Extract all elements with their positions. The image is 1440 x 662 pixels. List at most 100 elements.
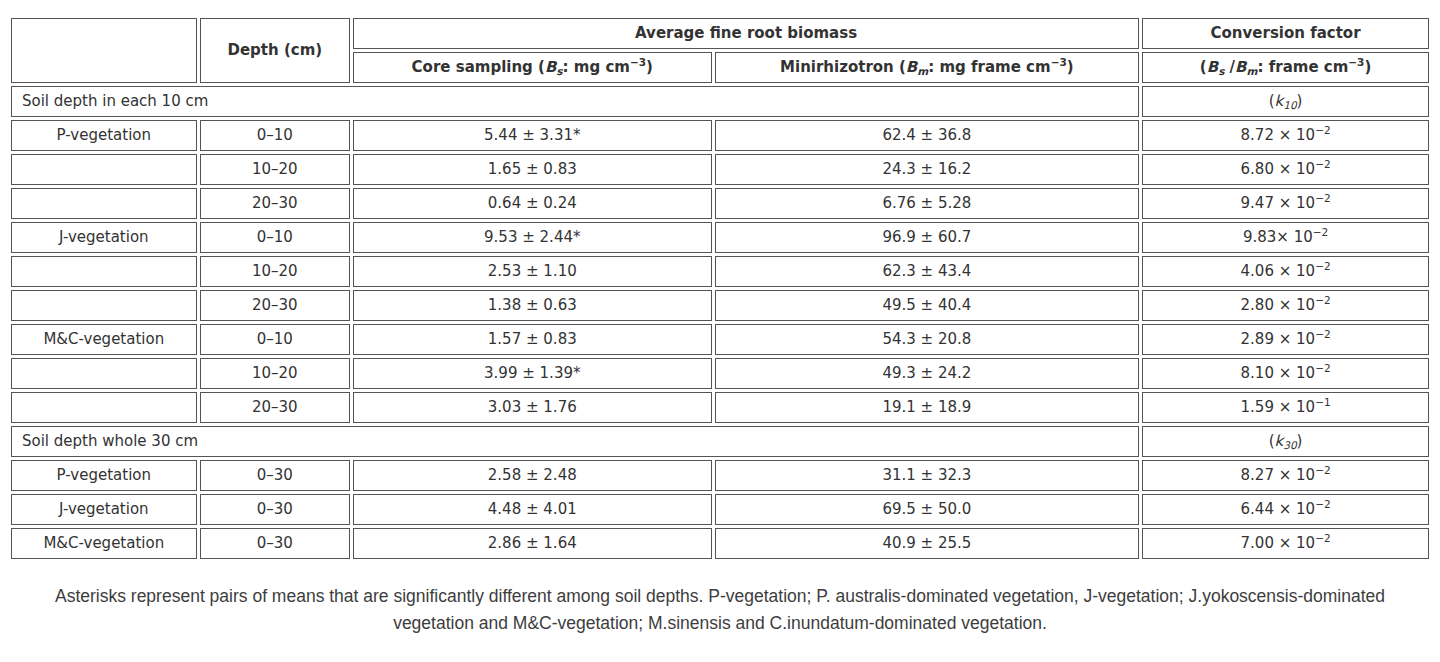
conv-exponent: −1 [1315,396,1330,408]
conversion-factor-header-cell: Conversion factor [1142,18,1429,49]
conversion-value-cell: 1.59 × 10−1 [1142,392,1429,423]
conv-var-Bm: B [1235,58,1246,76]
table-row: 10–20 2.53 ± 1.10 62.3 ± 43.4 4.06 × 10−… [11,256,1429,287]
vegetation-cell: J-vegetation [11,494,197,525]
conv-var-Bs: B [1207,58,1218,76]
table-row: P-vegetation 0–10 5.44 ± 3.31* 62.4 ± 36… [11,120,1429,151]
conversion-value-cell: 6.44 × 10−2 [1142,494,1429,525]
vegetation-cell: M&C-vegetation [11,528,197,559]
k30-cell: (k30) [1142,426,1429,457]
conv-exponent: −2 [1315,124,1330,136]
conversion-value-cell: 6.80 × 10−2 [1142,154,1429,185]
conversion-value-cell: 4.06 × 10−2 [1142,256,1429,287]
table-row: 10–20 3.99 ± 1.39* 49.3 ± 24.2 8.10 × 10… [11,358,1429,389]
depth-cell: 0–30 [200,528,350,559]
depth-cell: 20–30 [200,188,350,219]
conv-exponent: −2 [1315,532,1330,544]
conv-mantissa: 8.72 × 10 [1241,126,1316,144]
conv-exponent: −2 [1315,192,1330,204]
mini-var-sub: m [917,65,928,77]
conv-exponent: −2 [1313,226,1328,238]
conversion-value-cell: 2.89 × 10−2 [1142,324,1429,355]
core-value-cell: 3.03 ± 1.76 [353,392,712,423]
k30-var: k [1275,432,1284,450]
conversion-value-cell: 2.80 × 10−2 [1142,290,1429,321]
depth-cell: 0–10 [200,222,350,253]
depth-cell: 20–30 [200,290,350,321]
core-value-cell: 9.53 ± 2.44* [353,222,712,253]
mini-header-sup: −3 [1051,56,1067,68]
conversion-value-cell: 8.72 × 10−2 [1142,120,1429,151]
header-row-1: Depth (cm) Average fine root biomass Con… [11,18,1429,49]
conv-mantissa: 9.47 × 10 [1241,194,1316,212]
conv-mantissa: 6.80 × 10 [1241,160,1316,178]
mini-header-post: ) [1067,58,1074,76]
table-row: M&C-vegetation 0–30 2.86 ± 1.64 40.9 ± 2… [11,528,1429,559]
mini-var-B: B [906,58,917,76]
depth-cell: 10–20 [200,256,350,287]
conv-exponent: −2 [1315,328,1330,340]
mini-value-cell: 62.4 ± 36.8 [715,120,1140,151]
core-header-post: ) [646,58,653,76]
mini-header-pre: Minirhizotron ( [780,58,906,76]
table-row: M&C-vegetation 0–10 1.57 ± 0.83 54.3 ± 2… [11,324,1429,355]
table-row: J-vegetation 0–30 4.48 ± 4.01 69.5 ± 50.… [11,494,1429,525]
depth-cell: 10–20 [200,358,350,389]
conv-unit-sup: −3 [1348,56,1364,68]
k10-cell: (k10) [1142,86,1429,117]
k30-sub: 30 [1283,439,1296,451]
depth-cell: 0–30 [200,460,350,491]
core-value-cell: 2.86 ± 1.64 [353,528,712,559]
depth-cell: 20–30 [200,392,350,423]
conv-exponent: −2 [1315,362,1330,374]
section-label-10cm: Soil depth in each 10 cm [11,86,1139,117]
conv-exponent: −2 [1315,498,1330,510]
k30-post: ) [1297,432,1303,450]
k10-sub: 10 [1283,99,1296,111]
mini-value-cell: 31.1 ± 32.3 [715,460,1140,491]
conv-mantissa: 1.59 × 10 [1241,398,1316,416]
mini-value-cell: 19.1 ± 18.9 [715,392,1140,423]
vegetation-cell [11,392,197,423]
conv-mantissa: 7.00 × 10 [1241,534,1316,552]
core-value-cell: 0.64 ± 0.24 [353,188,712,219]
corner-cell [11,18,197,83]
vegetation-cell [11,256,197,287]
vegetation-cell [11,188,197,219]
conv-unit-slash: / [1224,58,1235,76]
core-sampling-header-cell: Core sampling (Bs: mg cm−3) [353,52,712,83]
core-value-cell: 5.44 ± 3.31* [353,120,712,151]
mini-value-cell: 54.3 ± 20.8 [715,324,1140,355]
core-value-cell: 2.58 ± 2.48 [353,460,712,491]
section-row-10cm: Soil depth in each 10 cm (k10) [11,86,1429,117]
table-row: J-vegetation 0–10 9.53 ± 2.44* 96.9 ± 60… [11,222,1429,253]
conv-mantissa: 9.83× 10 [1243,228,1313,246]
avg-biomass-header-cell: Average fine root biomass [353,18,1139,49]
vegetation-cell: P-vegetation [11,460,197,491]
conv-mantissa: 2.89 × 10 [1241,330,1316,348]
mini-header-mid: : mg frame cm [928,58,1050,76]
conversion-value-cell: 7.00 × 10−2 [1142,528,1429,559]
conv-exponent: −2 [1315,158,1330,170]
vegetation-cell [11,358,197,389]
depth-header-cell: Depth (cm) [200,18,350,83]
core-value-cell: 1.57 ± 0.83 [353,324,712,355]
core-header-pre: Core sampling ( [412,58,545,76]
table-row: 20–30 1.38 ± 0.63 49.5 ± 40.4 2.80 × 10−… [11,290,1429,321]
conv-exponent: −2 [1315,294,1330,306]
minirhizotron-header-cell: Minirhizotron (Bm: mg frame cm−3) [715,52,1140,83]
conversion-value-cell: 8.10 × 10−2 [1142,358,1429,389]
core-value-cell: 3.99 ± 1.39* [353,358,712,389]
core-value-cell: 2.53 ± 1.10 [353,256,712,287]
table-row: P-vegetation 0–30 2.58 ± 2.48 31.1 ± 32.… [11,460,1429,491]
mini-value-cell: 40.9 ± 25.5 [715,528,1140,559]
vegetation-cell [11,290,197,321]
core-value-cell: 4.48 ± 4.01 [353,494,712,525]
conversion-unit-header-cell: (Bs /Bm: frame cm−3) [1142,52,1429,83]
table-caption: Asterisks represent pairs of means that … [24,583,1416,637]
conv-mantissa: 8.10 × 10 [1241,364,1316,382]
section-label-30cm: Soil depth whole 30 cm [11,426,1139,457]
conversion-value-cell: 9.47 × 10−2 [1142,188,1429,219]
conv-mantissa: 2.80 × 10 [1241,296,1316,314]
conv-exponent: −2 [1315,260,1330,272]
